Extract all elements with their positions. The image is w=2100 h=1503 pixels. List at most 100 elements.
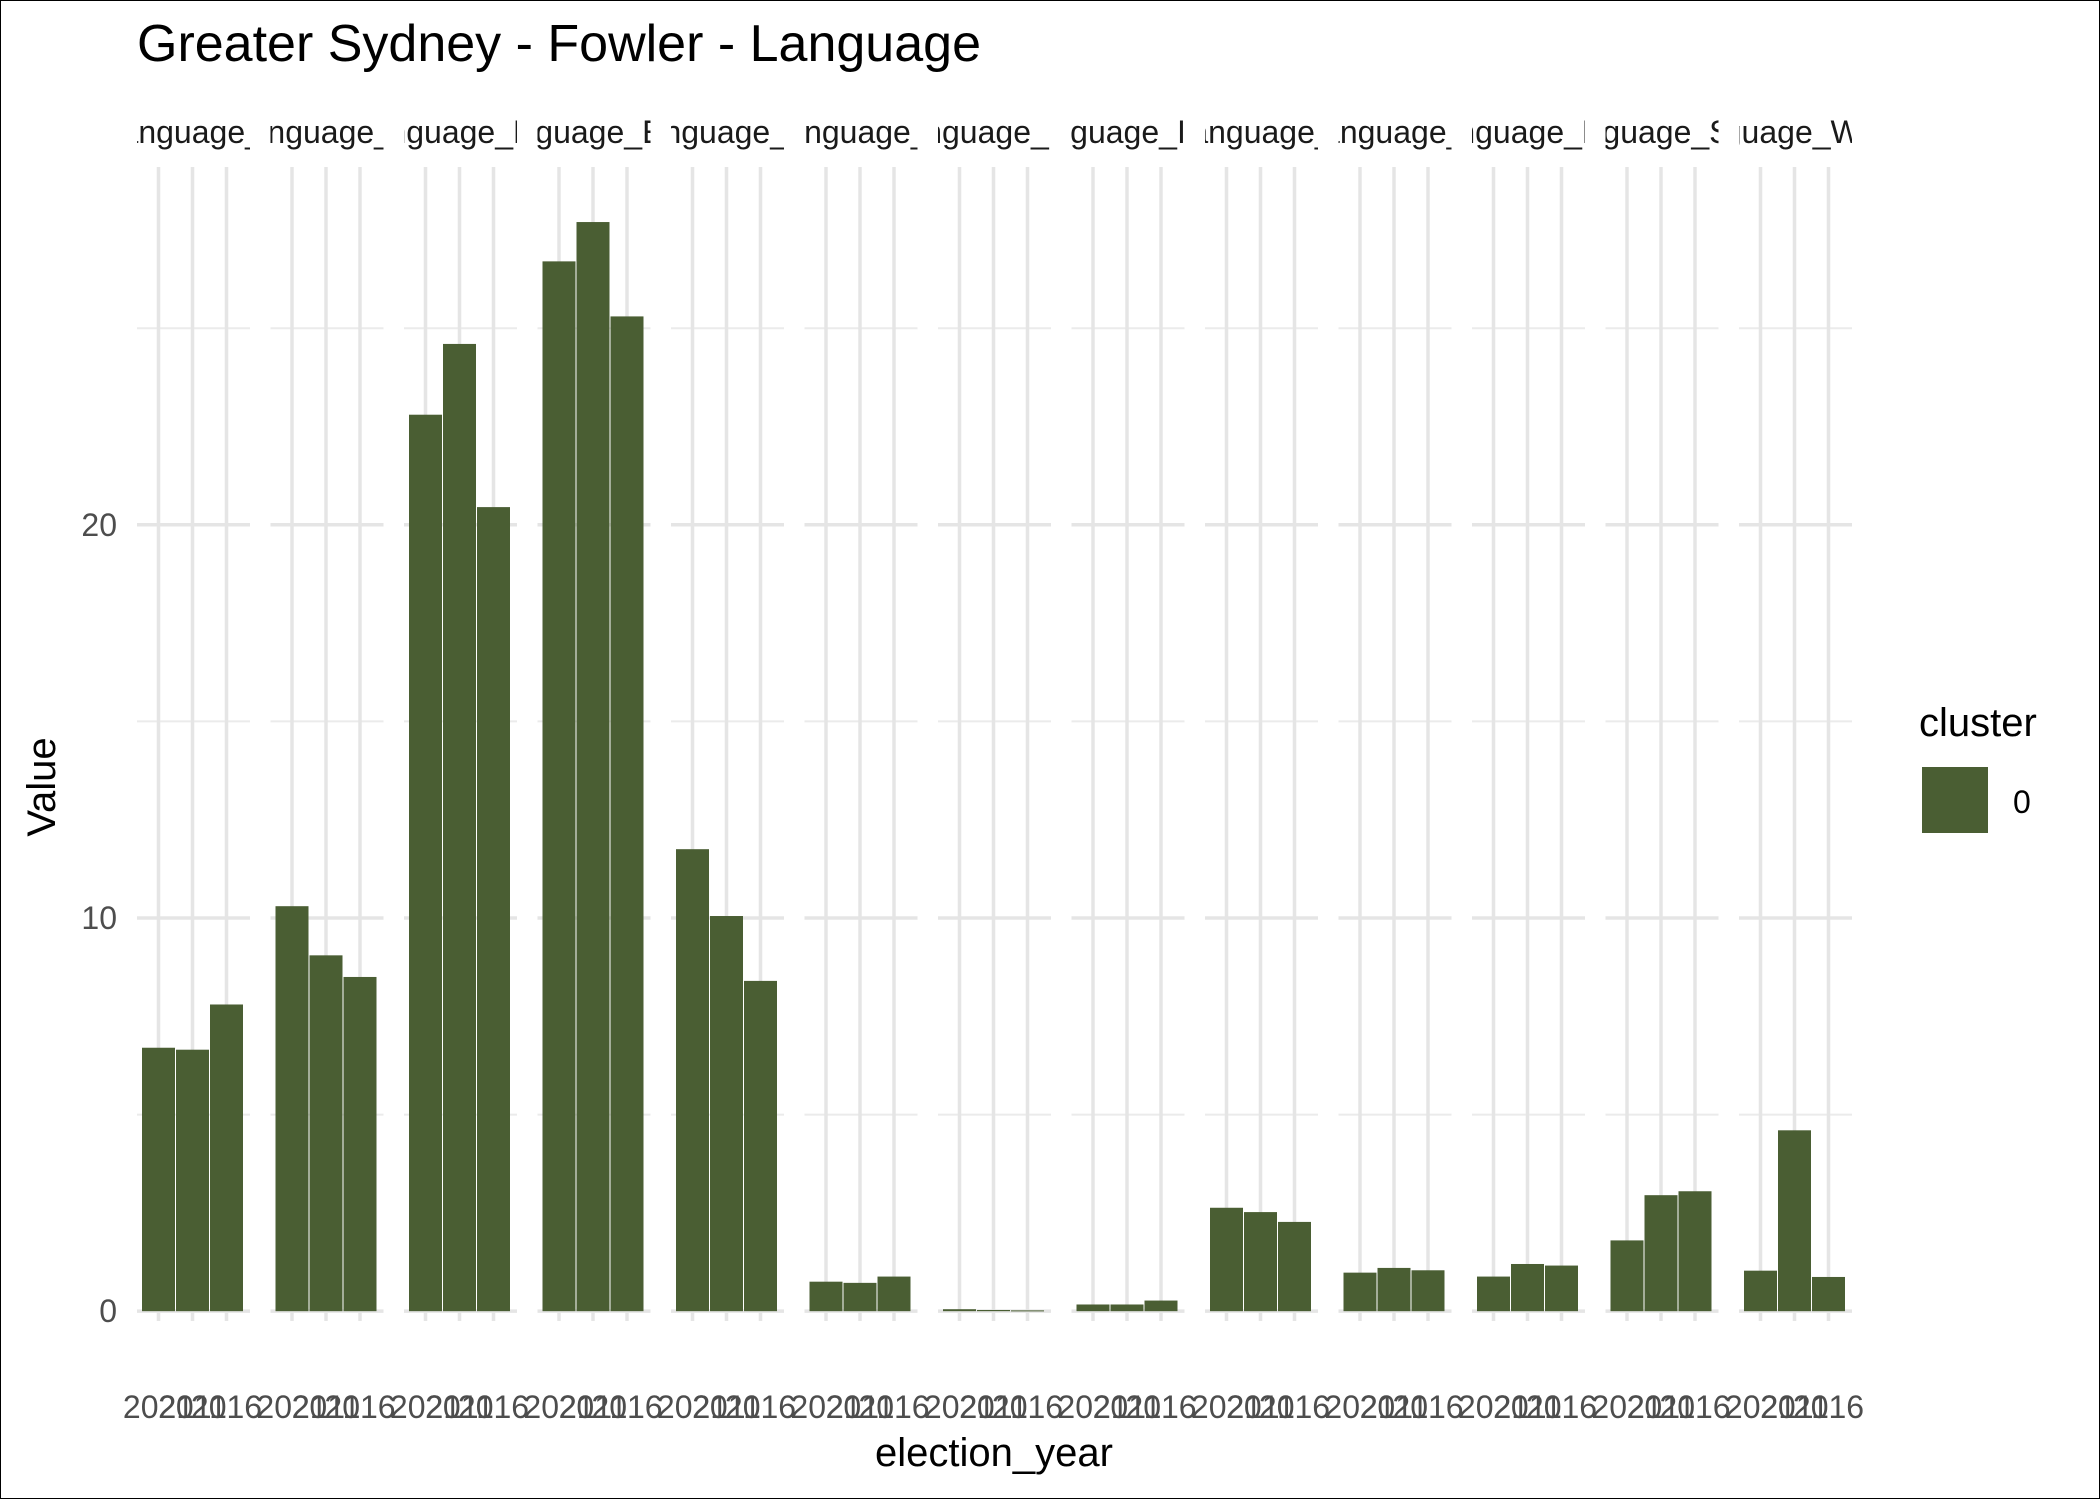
bar [1278,1221,1311,1312]
bar [1377,1267,1411,1312]
bar [1778,1130,1811,1312]
bar [1477,1276,1510,1312]
facet-strip-label: Language_It [1173,114,1351,150]
bar [542,261,576,1312]
bar [1545,1265,1578,1312]
x-tick-label: 2016 [1793,1389,1864,1425]
x-tick-label: 2011 [1360,1389,1429,1425]
bar [1144,1300,1178,1312]
x-tick-label: 2016 [1125,1389,1196,1425]
x-tick-label: 2011 [826,1389,895,1425]
y-axis-ticks: 0 10 20 [81,507,117,1329]
bar [843,1282,877,1312]
legend-key-0 [1922,767,1988,833]
bar [943,1309,976,1312]
bar [176,1049,209,1312]
bar [477,507,510,1312]
x-tick-label: 2016 [1526,1389,1597,1425]
x-tick-label: 2016 [1392,1389,1463,1425]
x-tick-label: 2021 [1458,1389,1529,1425]
x-tick-label: 2016 [1259,1389,1330,1425]
bar [1644,1195,1678,1312]
bar [1210,1207,1243,1312]
y-tick-label: 20 [81,507,117,543]
facet-strip-label: Language_Eu [628,114,827,150]
bar [877,1276,911,1312]
bar [1110,1304,1144,1312]
bar [309,955,343,1312]
legend: cluster 0 [1919,701,2037,833]
legend-title: cluster [1919,701,2037,745]
bar [610,316,644,1312]
x-axis-ticks: 2021201120162021201120162021201120162021… [123,1389,1864,1425]
bar [443,343,476,1312]
facet-strip-label: Language_Engl [482,114,706,150]
x-tick-label: 2021 [1324,1389,1395,1425]
y-tick-label: 0 [99,1293,117,1329]
x-tick-label: 2021 [123,1389,194,1425]
x-tick-label: 2016 [1659,1389,1730,1425]
bar [744,980,777,1312]
bar [1744,1270,1777,1312]
x-tick-label: 2016 [324,1389,395,1425]
x-tick-label: 2011 [1226,1389,1295,1425]
x-tick-label: 2011 [1093,1389,1162,1425]
x-tick-label: 2021 [1057,1389,1128,1425]
bar [1678,1191,1712,1312]
x-tick-label: 2011 [1627,1389,1696,1425]
x-tick-label: 2016 [191,1389,262,1425]
x-tick-label: 2016 [458,1389,529,1425]
x-tick-label: 2011 [292,1389,361,1425]
bar [576,222,610,1312]
facet-strip-label: Language_Indo [1017,114,1239,150]
x-tick-label: 2021 [256,1389,327,1425]
x-tick-label: 2011 [959,1389,1028,1425]
x-tick-label: 2011 [559,1389,628,1425]
x-tick-label: 2016 [992,1389,1063,1425]
bar [676,849,709,1312]
facet-strip-label: Language_O [768,114,953,150]
facet-strip-label: Language_P [1304,114,1486,150]
bar [1011,1310,1044,1312]
facet-strip-label: Language_Eas [353,114,568,150]
bar [1812,1276,1845,1312]
facet-strip-label: Language_Cl [232,114,422,150]
x-tick-label: 2021 [1191,1389,1262,1425]
x-tick-label: 2016 [858,1389,929,1425]
x-tick-label: 2011 [158,1389,227,1425]
x-tick-label: 2011 [425,1389,494,1425]
x-tick-label: 2021 [523,1389,594,1425]
facet-strip-label: Language_Indi [889,114,1101,150]
bar [809,1281,843,1312]
x-tick-label: 2021 [1725,1389,1796,1425]
bar [409,414,442,1312]
bar [343,976,377,1312]
x-tick-label: 2021 [1591,1389,1662,1425]
x-tick-label: 2011 [692,1389,761,1425]
x-tick-label: 2011 [1493,1389,1562,1425]
x-tick-label: 2021 [390,1389,461,1425]
x-tick-label: 2011 [1760,1389,1829,1425]
bar [1511,1263,1544,1312]
bar [142,1047,175,1312]
facet-strip-label: Language_A [103,114,285,150]
x-tick-label: 2021 [657,1389,728,1425]
bar [977,1309,1010,1312]
bar [1343,1272,1377,1312]
legend-entry-0: 0 [2013,784,2031,820]
bar [210,1004,243,1312]
chart-title: Greater Sydney - Fowler - Language [137,15,981,73]
y-axis-label: Value [20,737,64,836]
bars [142,222,1845,1312]
bar [275,906,309,1312]
x-axis-label: election_year [875,1431,1113,1475]
x-tick-label: 2016 [591,1389,662,1425]
x-tick-label: 2021 [790,1389,861,1425]
bar [1411,1270,1445,1312]
facet-strips: Language_ALanguage_ClLanguage_EasLanguag… [103,114,1852,150]
x-tick-label: 2016 [725,1389,796,1425]
facet-strip-label: Language_Phil [1422,114,1636,150]
bar [1244,1212,1277,1312]
